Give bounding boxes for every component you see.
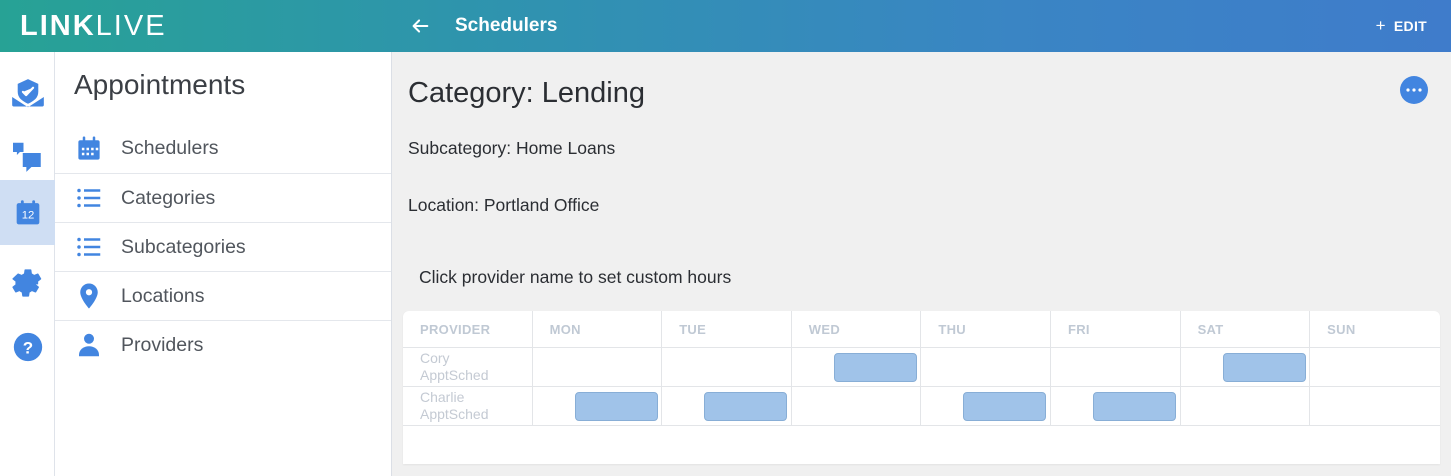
- svg-text:?: ?: [22, 338, 32, 357]
- svg-text:12: 12: [21, 209, 34, 221]
